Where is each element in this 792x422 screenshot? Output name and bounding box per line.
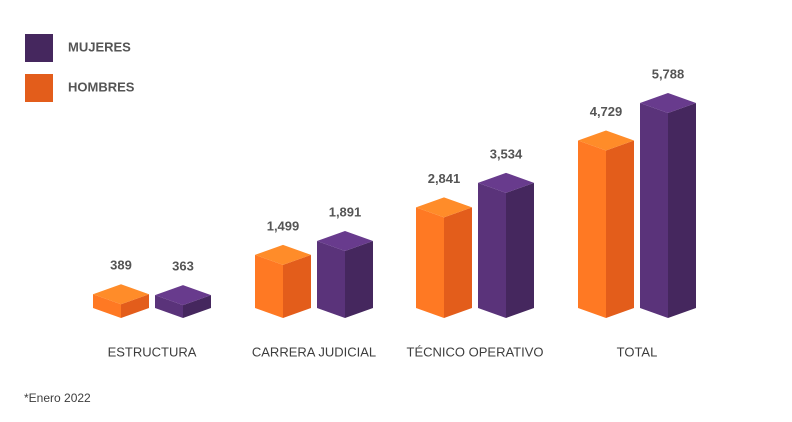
- value-label: 1,891: [329, 204, 362, 219]
- bar: [317, 231, 373, 318]
- bar-right-face: [121, 294, 149, 318]
- bar-left-face: [155, 295, 183, 318]
- bar-top-face: [93, 284, 149, 305]
- bar-top-face: [155, 285, 211, 306]
- bar: [416, 197, 472, 318]
- bar: [578, 130, 634, 318]
- footnote: *Enero 2022: [24, 391, 91, 405]
- bar: [155, 285, 211, 318]
- legend-label: MUJERES: [68, 39, 131, 54]
- x-tick-label: ESTRUCTURA: [108, 344, 197, 359]
- bar-right-face: [606, 140, 634, 318]
- bar-left-face: [578, 140, 606, 318]
- bar-right-face: [283, 254, 311, 318]
- x-tick-label: TOTAL: [617, 344, 658, 359]
- bar-top-face: [478, 172, 534, 193]
- value-label: 4,729: [590, 104, 623, 119]
- bar: [640, 93, 696, 318]
- x-tick-label: CARRERA JUDICIAL: [252, 344, 376, 359]
- bar-right-face: [444, 207, 472, 318]
- value-label: 389: [110, 258, 132, 273]
- bar-left-face: [478, 182, 506, 318]
- x-tick-label: TÉCNICO OPERATIVO: [407, 344, 544, 359]
- bar-right-face: [183, 295, 211, 318]
- value-label: 2,841: [428, 171, 461, 186]
- legend-label: HOMBRES: [68, 79, 135, 94]
- value-label: 363: [172, 259, 194, 274]
- bar-left-face: [93, 294, 121, 318]
- bar-top-face: [640, 93, 696, 113]
- bar-right-face: [506, 182, 534, 318]
- value-label: 1,499: [267, 218, 300, 233]
- bar-top-face: [317, 231, 373, 252]
- bar: [93, 284, 149, 318]
- bar-left-face: [640, 103, 668, 318]
- bar-left-face: [255, 254, 283, 318]
- bar-right-face: [345, 241, 373, 318]
- value-label: 3,534: [490, 146, 523, 161]
- legend-swatch: [25, 34, 53, 62]
- bar: [478, 172, 534, 318]
- bar-left-face: [317, 241, 345, 318]
- bar-top-face: [255, 244, 311, 265]
- bar-top-face: [578, 130, 634, 151]
- bar-left-face: [416, 207, 444, 318]
- bar: [255, 244, 311, 318]
- value-label: 5,788: [652, 66, 685, 81]
- legend-swatch: [25, 74, 53, 102]
- bar-right-face: [668, 103, 696, 318]
- bar-top-face: [416, 197, 472, 218]
